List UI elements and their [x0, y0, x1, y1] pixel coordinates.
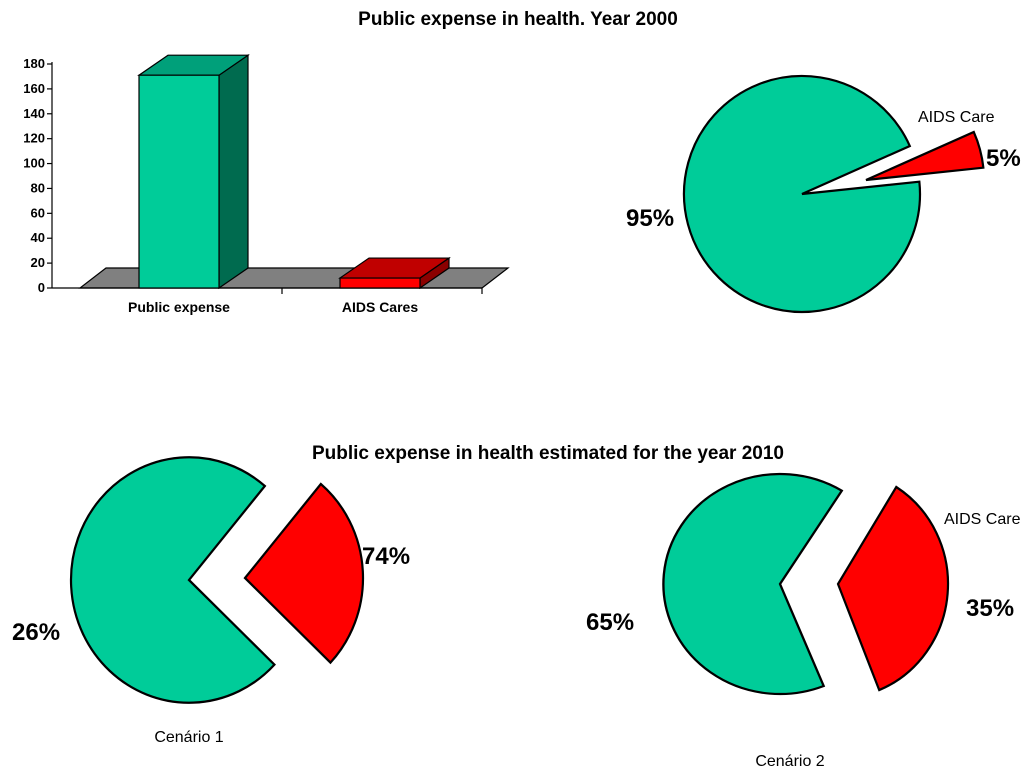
y-tick-label: 20	[31, 255, 45, 270]
y-axis-ticks: 0 20 40 60 80 100 120 140 160 180	[23, 56, 483, 295]
bar-chart-2000: 0 20 40 60 80 100 120 140 160 180 Public expense A…	[23, 54, 510, 315]
y-tick-label: 140	[23, 106, 45, 121]
pie-percent-label: 74%	[362, 543, 410, 570]
y-tick-label: 100	[23, 156, 45, 171]
y-tick-label: 120	[23, 131, 45, 146]
y-tick-label: 0	[38, 280, 45, 295]
pie-slice	[836, 485, 950, 692]
pie-slice	[243, 482, 365, 665]
pie-slice	[865, 130, 985, 182]
pie-caption: Cenário 2	[755, 753, 824, 770]
pie-percent-label: 95%	[626, 205, 674, 232]
pie-percent-label: 35%	[966, 595, 1014, 622]
pie-chart-2000: 95% 5% AIDS Care	[626, 74, 1021, 314]
x-axis-categories: Public expense AIDS Cares	[128, 299, 418, 315]
bar	[338, 256, 451, 290]
y-tick-label: 180	[23, 56, 45, 71]
pie-caption: Cenário 1	[154, 729, 223, 746]
bar	[137, 54, 250, 290]
x-category-label: AIDS Cares	[342, 299, 418, 315]
bar-side	[218, 54, 249, 290]
pie-slice-name: AIDS Care	[918, 109, 995, 126]
bar-front	[339, 277, 421, 289]
bar-front	[138, 74, 220, 289]
pie-slice	[69, 456, 277, 704]
pie-slice	[682, 74, 922, 314]
pie-percent-label: 65%	[586, 609, 634, 636]
y-tick-label: 160	[23, 81, 45, 96]
bottom-title: Public expense in health estimated for t…	[312, 443, 784, 464]
pie-slice	[662, 472, 844, 696]
pie-percent-label: 5%	[986, 145, 1021, 172]
x-category-label: Public expense	[128, 299, 230, 315]
pie-chart-scenario-2: 65% 35% AIDS Care Cenário 2	[586, 472, 1021, 770]
y-tick-label: 40	[31, 230, 45, 245]
top-title: Public expense in health. Year 2000	[358, 9, 678, 30]
pie-percent-label: 26%	[12, 619, 60, 646]
pie-slice-name: AIDS Care	[944, 511, 1021, 528]
y-tick-label: 80	[31, 180, 45, 195]
y-tick-label: 60	[31, 205, 45, 220]
pie-chart-scenario-1: 74% 26% Cenário 1	[12, 456, 410, 746]
bars	[137, 54, 451, 290]
